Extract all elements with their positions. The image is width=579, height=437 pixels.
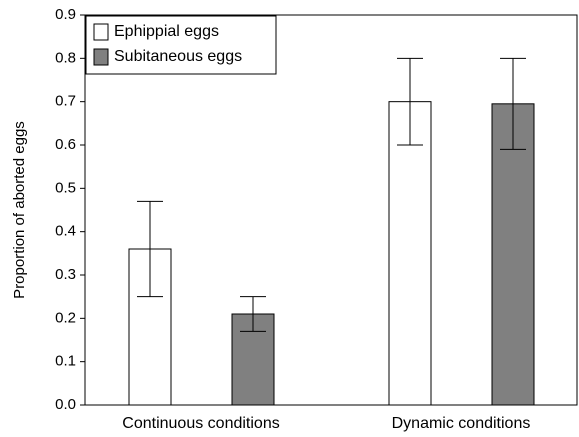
legend-label: Ephippial eggs (114, 23, 219, 40)
legend-swatch (93, 48, 109, 66)
error-bar (240, 296, 266, 332)
y-tick-label: 0.9 (55, 6, 76, 23)
error-bar (397, 57, 423, 146)
y-tick-label: 0.5 (55, 179, 76, 196)
y-tick-label: 0.1 (55, 353, 76, 370)
y-tick-label: 0.6 (55, 136, 76, 153)
legend-swatch (93, 23, 109, 41)
y-tick-label: 0.3 (55, 266, 76, 283)
y-tick-label: 0.2 (55, 309, 76, 326)
legend-label: Subitaneous eggs (114, 48, 242, 65)
x-tick-label: Dynamic conditions (392, 415, 531, 432)
bar (388, 101, 432, 406)
y-tick-label: 0.8 (55, 49, 76, 66)
legend-box (85, 15, 277, 75)
y-tick-label: 0.7 (55, 93, 76, 110)
plot-frame (84, 14, 578, 406)
error-bar (137, 200, 163, 298)
y-tick-label: 0.0 (55, 396, 76, 413)
x-tick-label: Continuous conditions (122, 415, 279, 432)
y-tick-label: 0.4 (55, 223, 76, 240)
bar (491, 103, 535, 406)
error-bar (500, 57, 526, 150)
y-axis-label: Proportion of aborted eggs (11, 121, 28, 299)
